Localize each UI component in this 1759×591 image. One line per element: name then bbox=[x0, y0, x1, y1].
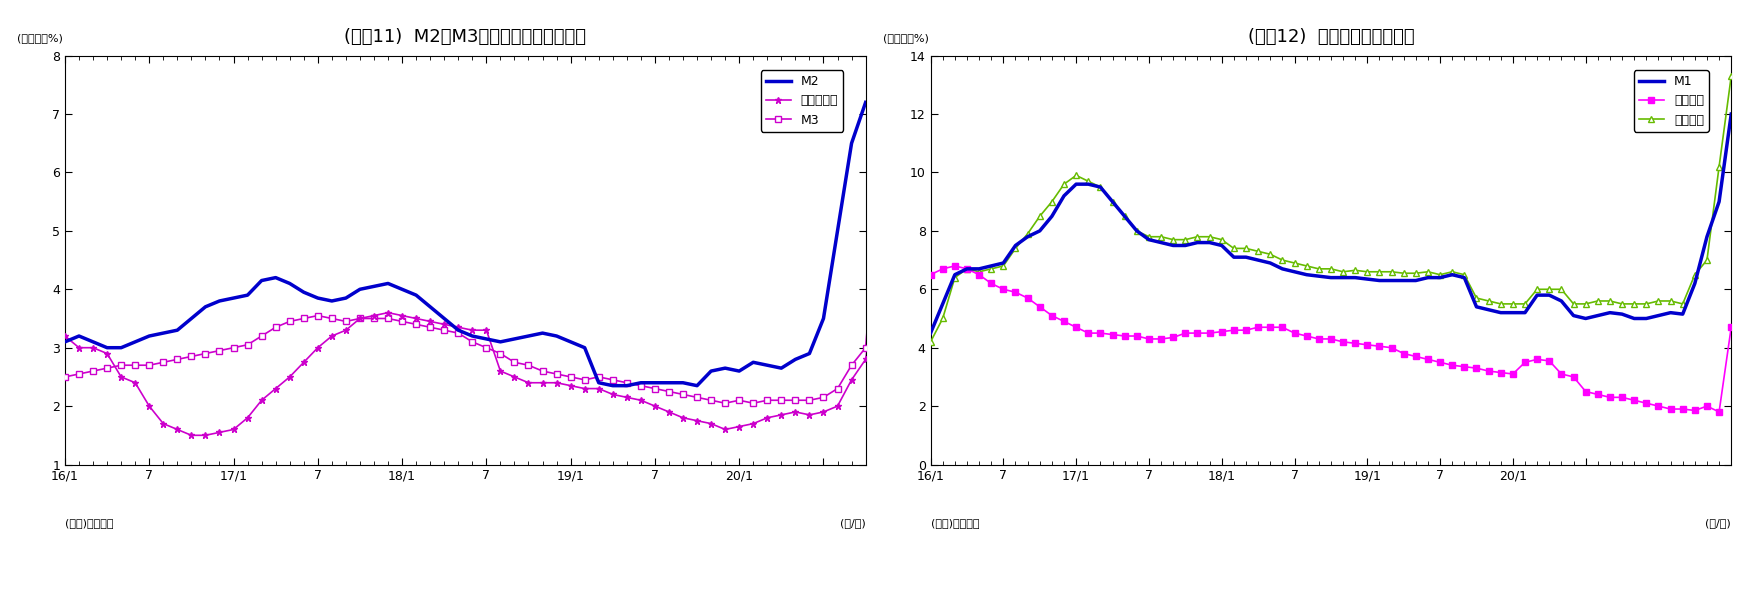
Text: (年/月): (年/月) bbox=[839, 518, 865, 528]
Text: (前年比、%): (前年比、%) bbox=[883, 34, 929, 43]
Title: (図脸11)  M2、M3、幅義流動性の伸び率: (図脸11) M2、M3、幅義流動性の伸び率 bbox=[345, 28, 586, 46]
Title: (図脸12)  現金・頑金の伸び率: (図脸12) 現金・頑金の伸び率 bbox=[1247, 28, 1414, 46]
Text: (資料)日本銀行: (資料)日本銀行 bbox=[65, 518, 114, 528]
Legend: M2, 幅義流動性, M3: M2, 幅義流動性, M3 bbox=[762, 70, 843, 132]
Text: (資料)日本銀行: (資料)日本銀行 bbox=[931, 518, 980, 528]
Legend: M1, 現金通貨, 頑金通貨: M1, 現金通貨, 頑金通貨 bbox=[1634, 70, 1710, 132]
Text: (前年比、%): (前年比、%) bbox=[18, 34, 63, 43]
Text: (年/月): (年/月) bbox=[1706, 518, 1731, 528]
